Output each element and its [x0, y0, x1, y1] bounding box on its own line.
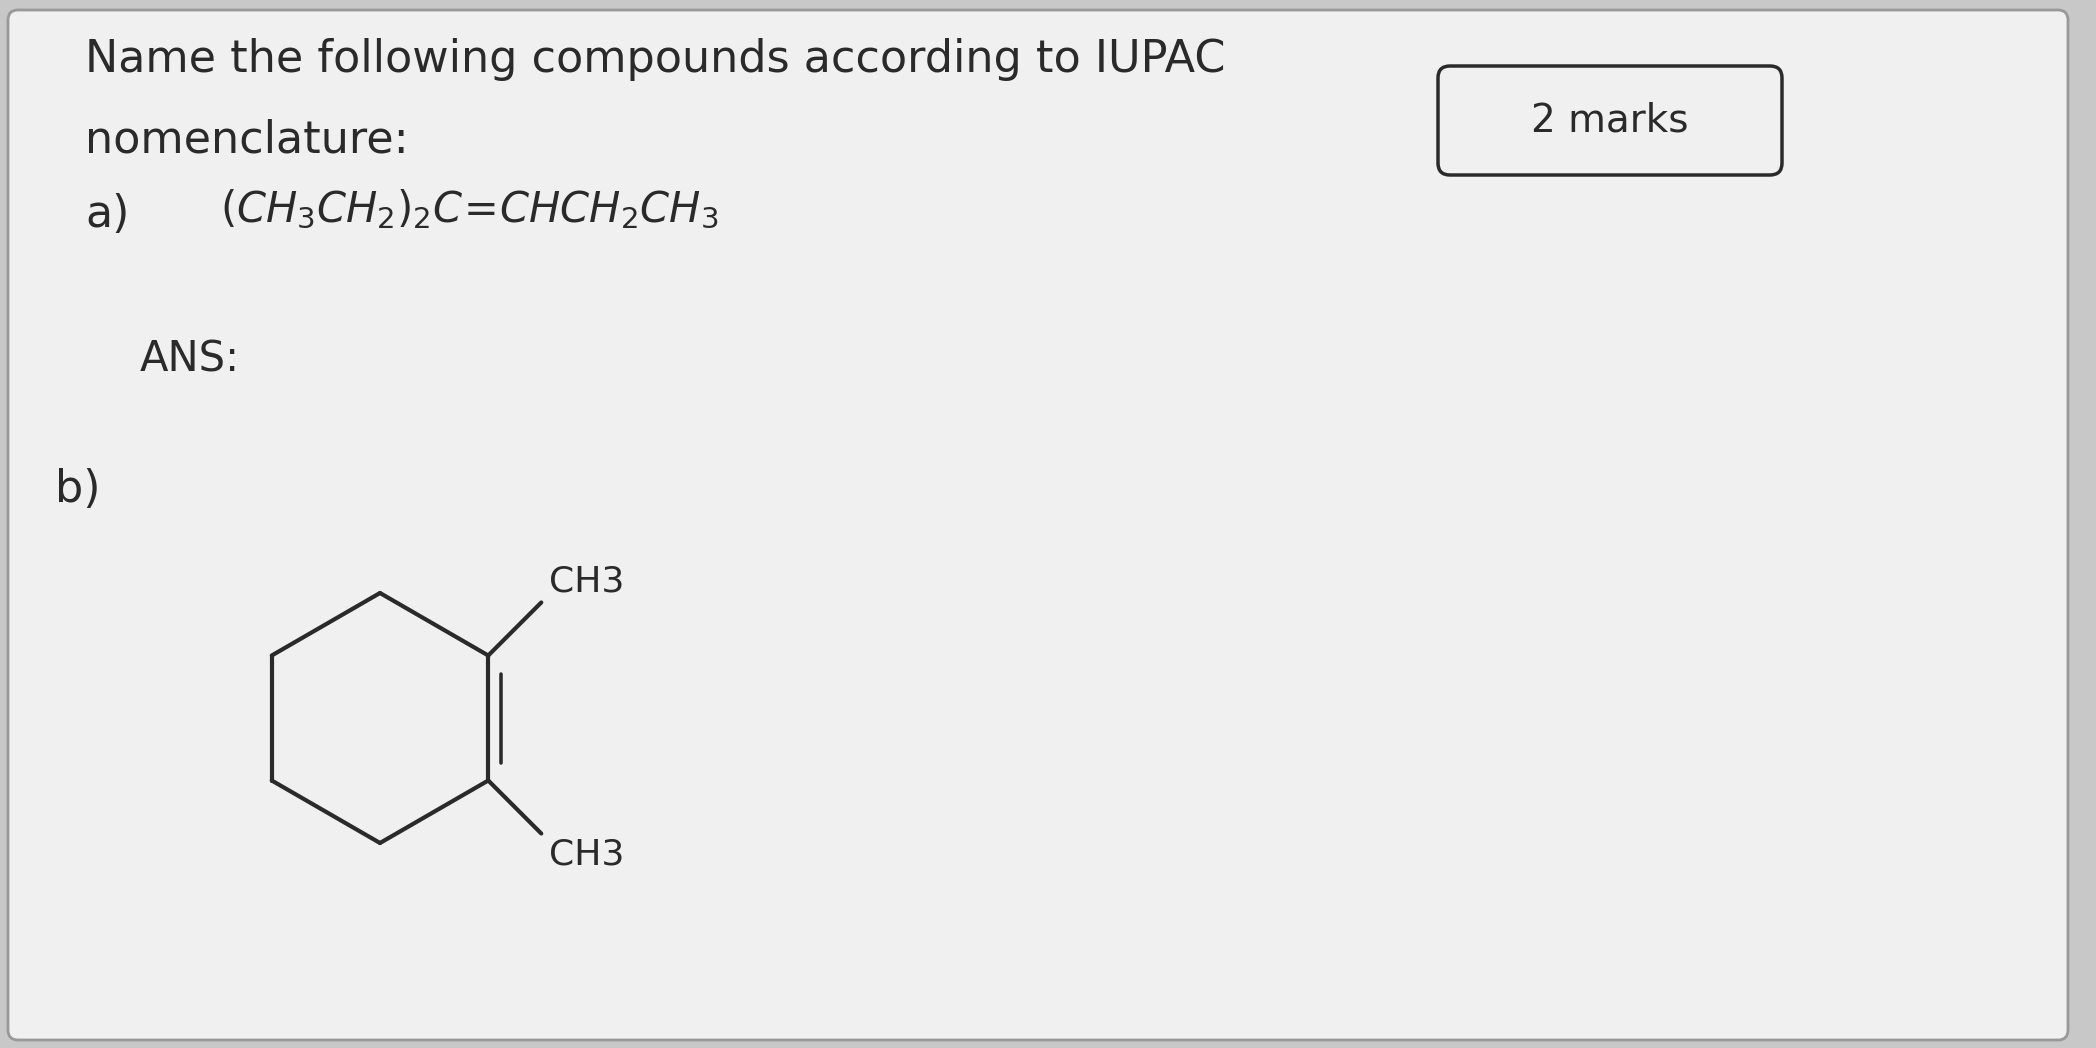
FancyBboxPatch shape — [8, 10, 2069, 1040]
Text: CH3: CH3 — [549, 837, 625, 872]
Text: nomenclature:: nomenclature: — [86, 118, 409, 161]
Text: $(CH_3CH_2)_2C\!=\!CHCH_2CH_3$: $(CH_3CH_2)_2C\!=\!CHCH_2CH_3$ — [220, 188, 719, 232]
Text: Name the following compounds according to IUPAC: Name the following compounds according t… — [86, 38, 1226, 81]
Text: b): b) — [54, 468, 101, 511]
Text: CH3: CH3 — [549, 565, 625, 598]
Text: 2 marks: 2 marks — [1532, 102, 1689, 139]
FancyBboxPatch shape — [1438, 66, 1782, 175]
Text: a): a) — [86, 193, 130, 236]
Text: ANS:: ANS: — [140, 339, 241, 380]
